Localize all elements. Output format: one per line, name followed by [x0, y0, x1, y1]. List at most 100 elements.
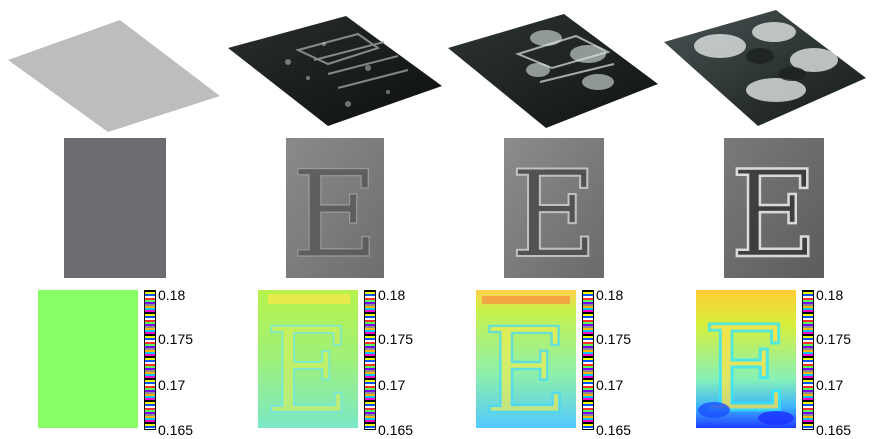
colorbar-band — [145, 386, 155, 389]
colormap-image-4: E — [696, 290, 796, 432]
colorbar-band — [583, 372, 593, 375]
colorbar-band — [145, 396, 155, 399]
colorbar-band — [803, 352, 813, 355]
colorbar-frame — [144, 290, 156, 430]
colorbar-band — [365, 308, 375, 311]
colorbar-band — [365, 330, 375, 333]
colorbar-band — [365, 292, 375, 295]
colorbar-band — [583, 366, 593, 369]
colorbar-band — [145, 406, 155, 409]
colorbar-band — [583, 416, 593, 419]
colorbar-band — [803, 340, 813, 343]
colorbar-band — [365, 382, 375, 385]
colorbar-band — [803, 336, 813, 339]
colorbar-band — [145, 328, 155, 331]
colorbar-band — [365, 362, 375, 365]
grayscale-image-1 — [64, 138, 166, 278]
colorbar-band — [365, 340, 375, 343]
colorbar-band — [803, 412, 813, 415]
colorbar-band — [803, 342, 813, 345]
colorbar-band — [583, 340, 593, 343]
colorbar-band — [145, 394, 155, 397]
colorbar-band — [803, 354, 813, 357]
colorbar-band — [803, 302, 813, 305]
colorbar-tick: 0.165 — [378, 422, 414, 438]
colorbar-band — [145, 404, 155, 407]
grayscale-image-3: E — [504, 138, 604, 278]
colorbar-band — [583, 332, 593, 335]
colorbar-band — [365, 402, 375, 405]
colorbar-band — [583, 352, 593, 355]
colorbar-band — [583, 426, 593, 429]
colorbar-band — [145, 330, 155, 333]
colorbar-band — [803, 338, 813, 341]
colorbar-band — [145, 292, 155, 295]
colorbar-band — [145, 336, 155, 339]
colorbar-band — [803, 320, 813, 323]
colorbar-band — [803, 424, 813, 427]
colorbar-band — [145, 378, 155, 381]
colorbar-band — [803, 310, 813, 313]
colorbar-band — [365, 320, 375, 323]
colorbar-band — [583, 320, 593, 323]
colorbar-band — [583, 330, 593, 333]
colorbar-band — [583, 378, 593, 381]
colorbar-band — [145, 374, 155, 377]
colorbar-band — [803, 410, 813, 413]
colorbar-band — [583, 312, 593, 315]
colorbar-band — [803, 346, 813, 349]
colorbar-band — [803, 366, 813, 369]
colorbar-band — [145, 344, 155, 347]
colorbar-band — [365, 398, 375, 401]
colorbar-band — [803, 294, 813, 297]
colorbar-band — [803, 402, 813, 405]
colorbar-band — [803, 394, 813, 397]
colorbar-band — [803, 400, 813, 403]
colormap-image-3: E — [476, 290, 576, 432]
colorbar-band — [365, 384, 375, 387]
colorbar-band — [803, 396, 813, 399]
colorbar-band — [803, 372, 813, 375]
colorbar-band — [365, 422, 375, 425]
colorbar-band — [145, 382, 155, 385]
colorbar-tick: 0.175 — [158, 331, 194, 347]
colorbar-band — [583, 410, 593, 413]
colorbar-3: 0.18 0.175 0.17 0.165 — [582, 287, 642, 437]
colorbar-band — [803, 350, 813, 353]
colorbar-band — [365, 316, 375, 319]
colorbar-band — [145, 362, 155, 365]
colorbar-band — [803, 292, 813, 295]
colorbar-band — [145, 390, 155, 393]
colorbar-band — [583, 338, 593, 341]
colorbar-band — [803, 364, 813, 367]
colorbar-band — [145, 312, 155, 315]
colorbar-tick: 0.18 — [596, 287, 624, 303]
colorbar-band — [145, 372, 155, 375]
colorbar-band — [365, 346, 375, 349]
colorbar-band — [145, 302, 155, 305]
colorbar-band — [145, 334, 155, 337]
colorbar-band — [365, 426, 375, 429]
colorbar-band — [803, 360, 813, 363]
colorbar-band — [145, 392, 155, 395]
colorbar-band — [145, 398, 155, 401]
colorbar-band — [583, 406, 593, 409]
colorbar-band — [365, 324, 375, 327]
colorbar-band — [803, 290, 813, 293]
colorbar-band — [583, 290, 593, 293]
colorbar-band — [145, 338, 155, 341]
colorbar-band — [365, 306, 375, 309]
colorbar-band — [145, 358, 155, 361]
colorbar-band — [583, 364, 593, 367]
colorbar-tick: 0.17 — [596, 377, 624, 393]
colorbar-band — [803, 316, 813, 319]
colorbar-band — [803, 330, 813, 333]
colorbar-band — [583, 384, 593, 387]
colorbar-band — [145, 352, 155, 355]
colorbar-band — [145, 380, 155, 383]
colorbar-band — [145, 418, 155, 421]
colorbar-band — [145, 426, 155, 429]
colorbar-band — [803, 380, 813, 383]
colorbar-band — [365, 400, 375, 403]
colorbar-band — [583, 374, 593, 377]
